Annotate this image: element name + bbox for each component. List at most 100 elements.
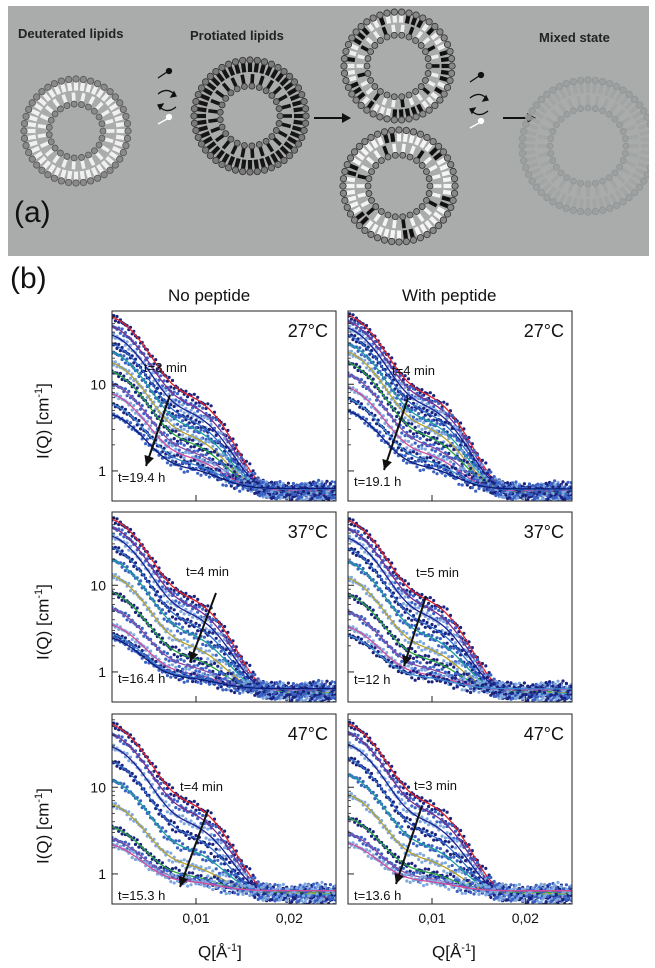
data-point — [291, 682, 295, 686]
data-point — [531, 686, 535, 690]
data-point — [401, 606, 405, 611]
data-point — [221, 452, 225, 456]
data-point — [117, 634, 121, 639]
data-point — [293, 686, 297, 691]
data-point — [541, 485, 545, 489]
data-point — [217, 621, 222, 625]
data-point — [112, 371, 116, 375]
data-point — [398, 442, 402, 446]
data-point — [467, 462, 471, 466]
data-point — [506, 489, 510, 493]
data-point — [157, 395, 161, 399]
data-point — [159, 595, 163, 599]
data-point — [568, 695, 572, 699]
data-point — [236, 687, 240, 691]
data-point — [425, 456, 429, 460]
data-point — [281, 482, 285, 486]
data-point — [373, 558, 377, 562]
data-point — [521, 697, 525, 702]
data-point — [206, 676, 210, 680]
data-point — [318, 487, 322, 491]
data-point — [522, 486, 527, 490]
data-point — [383, 428, 387, 432]
data-point — [495, 694, 500, 698]
data-point — [128, 343, 133, 347]
data-point — [194, 645, 198, 649]
data-point — [435, 410, 439, 414]
data-point — [288, 687, 292, 691]
data-point — [501, 483, 505, 487]
data-point — [465, 460, 469, 464]
data-point — [417, 444, 421, 448]
data-point — [479, 479, 483, 483]
data-point — [122, 614, 126, 618]
data-point — [541, 493, 545, 497]
data-point — [526, 492, 530, 496]
data-point — [366, 361, 370, 365]
data-point — [142, 412, 146, 416]
data-point — [270, 486, 274, 490]
data-point — [499, 485, 503, 489]
data-point — [529, 692, 533, 696]
data-point — [276, 696, 280, 701]
data-point — [373, 366, 377, 370]
data-point — [266, 685, 270, 689]
data-point — [159, 665, 163, 669]
data-point — [386, 352, 390, 356]
data-point — [206, 675, 210, 679]
data-point — [164, 657, 168, 661]
data-point — [544, 694, 548, 698]
data-point — [435, 603, 439, 608]
data-point — [388, 372, 392, 376]
data-point — [354, 345, 358, 349]
data-point — [405, 385, 409, 389]
data-point — [457, 448, 461, 452]
data-point — [244, 688, 248, 693]
data-point — [359, 526, 363, 531]
data-point — [118, 552, 122, 556]
data-point — [207, 470, 211, 474]
data-point — [169, 431, 173, 435]
data-point — [211, 679, 215, 683]
data-point — [531, 484, 535, 488]
data-point — [371, 557, 375, 561]
data-point — [219, 645, 223, 649]
data-point — [285, 688, 289, 692]
data-point — [428, 391, 432, 395]
data-point — [155, 665, 159, 669]
data-point — [288, 688, 292, 692]
data-point — [117, 522, 121, 527]
data-point — [348, 324, 352, 328]
data-point — [167, 428, 171, 433]
data-point — [231, 473, 235, 477]
data-point — [514, 490, 518, 494]
data-point — [547, 500, 549, 501]
data-point — [174, 402, 178, 406]
data-point — [349, 333, 353, 337]
fit-curve — [112, 393, 336, 491]
data-point — [201, 667, 205, 671]
data-point — [217, 676, 222, 680]
data-point — [452, 474, 456, 479]
data-point — [437, 604, 441, 609]
data-point — [479, 666, 483, 670]
data-point — [327, 486, 331, 490]
data-point — [219, 431, 223, 435]
data-point — [559, 482, 564, 487]
data-point — [548, 488, 552, 492]
data-point — [438, 465, 442, 469]
data-point — [351, 410, 355, 414]
data-point — [154, 389, 158, 394]
data-point — [217, 672, 222, 677]
data-point — [268, 495, 272, 499]
data-point — [460, 439, 464, 443]
data-point — [390, 573, 394, 577]
data-point — [179, 414, 183, 418]
data-point — [244, 481, 248, 485]
data-point — [271, 693, 275, 697]
data-point — [371, 355, 375, 359]
data-point — [202, 458, 206, 462]
data-point — [519, 491, 523, 495]
data-point — [112, 632, 114, 636]
data-point — [425, 397, 429, 401]
